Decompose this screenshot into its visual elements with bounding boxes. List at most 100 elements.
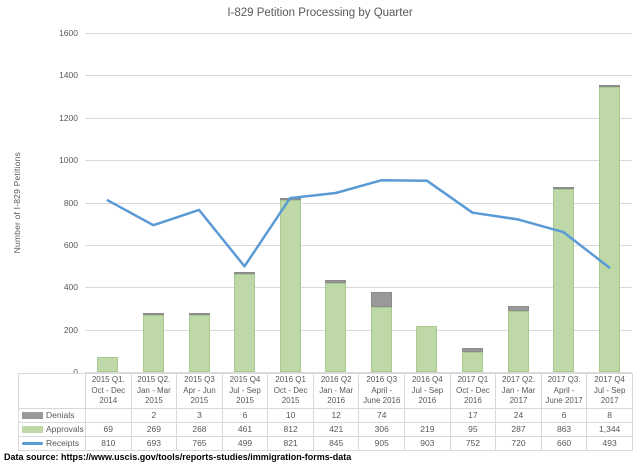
chart-title: I-829 Petition Processing by Quarter (227, 7, 413, 19)
approvals-value-cell: 219 (404, 421, 451, 437)
table-row-approvals: Approvals 69 269 268 461 812 421 306 219 95 287 863… (18, 421, 633, 437)
quarter-header-cell: 2015 Q1. Oct - Dec 2014 (85, 373, 132, 409)
gridline (85, 244, 632, 246)
approvals-bar (142, 315, 164, 372)
receipts-value-cell: 493 (586, 435, 633, 451)
quarter-header-cell: 2015 Q3 Apr - Jun 2015 (176, 373, 223, 409)
receipts-line-layer (106, 179, 611, 269)
gridline (85, 329, 632, 331)
approvals-value-cell: 863 (540, 421, 588, 437)
approvals-value-cell: 269 (130, 421, 178, 437)
denials-bar (325, 280, 347, 283)
approvals-bar (598, 87, 620, 372)
table-row-receipts: Receipts 810 693 765 499 821 845 905 903 752 720 66… (18, 435, 633, 451)
denials-bar (188, 313, 210, 316)
denials-bar (234, 272, 255, 275)
plot-area (85, 33, 632, 373)
denials-value-cell: 10 (267, 407, 314, 423)
series-label: Approvals (46, 424, 84, 434)
legend-cell-receipts: Receipts (18, 435, 86, 451)
denials-value-cell: 74 (358, 407, 406, 423)
quarter-header-cell: 2017 Q3. April - June 2017 (540, 373, 588, 409)
data-table: 2015 Q1. Oct - Dec 2014 2015 Q2. Jan - Ma… (18, 373, 633, 451)
quarter-header-cell: 2017 Q1 Oct - Dec 2016 (449, 373, 497, 409)
denials-value-cell: 24 (495, 407, 542, 423)
approvals-bar (325, 282, 347, 372)
approvals-value-cell: 268 (176, 421, 223, 437)
gridline (85, 160, 632, 162)
gridline (85, 372, 632, 373)
denials-value-cell: 3 (176, 407, 223, 423)
y-axis-tick-label: 600 (63, 239, 78, 250)
receipts-legend-swatch-icon (22, 441, 43, 445)
quarter-header-cell: 2016 Q2 Jan - Mar 2016 (312, 373, 360, 409)
approvals-value-cell: 69 (85, 421, 132, 437)
denials-bar (142, 313, 164, 316)
quarter-header-cell: 2016 Q4 Jul - Sep 2016 (404, 373, 451, 409)
denials-value-cell (85, 407, 132, 423)
gridline (85, 202, 632, 204)
gridline (85, 33, 632, 34)
approvals-legend-swatch-icon (22, 425, 43, 433)
approvals-value-cell: 812 (267, 421, 314, 437)
approvals-bar (279, 199, 301, 372)
denials-value-cell: 12 (312, 407, 360, 423)
y-axis-tick-label: 1600 (59, 28, 78, 38)
approvals-value-cell: 461 (221, 421, 269, 437)
denials-value-cell (404, 407, 451, 423)
quarter-header-cell: 2016 Q1 Oct - Dec 2015 (267, 373, 314, 409)
denials-bar (598, 85, 620, 88)
gridline (85, 75, 632, 77)
denials-value-cell: 2 (130, 407, 178, 423)
denials-bar (462, 348, 483, 352)
quarter-header-cell: 2016 Q3 April - June 2016 (358, 373, 406, 409)
y-axis-tick-label: 1000 (59, 155, 78, 166)
quarter-header-cell: 2015 Q4 Jul - Sep 2015 (221, 373, 269, 409)
approvals-value-cell: 1,344 (586, 421, 633, 437)
y-axis-tick-label: 1200 (59, 112, 78, 123)
quarter-header-cell: 2017 Q2. Jan - Mar 2017 (495, 373, 542, 409)
denials-legend-swatch-icon (22, 411, 43, 419)
denials-value-cell: 6 (540, 407, 588, 423)
approvals-bar (188, 315, 210, 372)
y-axis-tick-label: 800 (63, 197, 78, 208)
receipts-value-cell: 905 (358, 435, 406, 451)
table-row-denials: Denials 2 3 6 10 12 74 17 24 6 8 (18, 407, 633, 423)
denials-value-cell: 6 (221, 407, 269, 423)
receipts-line (106, 179, 611, 269)
receipts-value-cell: 765 (176, 435, 223, 451)
table-corner-cell (18, 373, 86, 409)
approvals-bar (370, 307, 392, 372)
data-source-note: Data source: https://www.uscis.gov/tools… (4, 452, 352, 462)
receipts-value-cell: 499 (221, 435, 269, 451)
y-axis-tick-label: 400 (63, 282, 78, 293)
approvals-value-cell: 287 (495, 421, 542, 437)
series-label: Denials (46, 410, 75, 420)
receipts-value-cell: 660 (540, 435, 588, 451)
approvals-value-cell: 306 (358, 421, 406, 437)
quarter-header-cell: 2017 Q4 Jul - Sep 2017 (586, 373, 633, 409)
legend-cell-denials: Denials (18, 407, 86, 423)
y-axis-tick-label: 0 (73, 367, 78, 377)
y-axis-tick-label: 1400 (59, 70, 78, 81)
approvals-bar (416, 325, 438, 372)
approvals-bar (234, 274, 255, 372)
approvals-bar (507, 311, 529, 372)
gridline (85, 287, 632, 289)
denials-value-cell: 17 (449, 407, 497, 423)
receipts-value-cell: 821 (267, 435, 314, 451)
table-header-row: 2015 Q1. Oct - Dec 2014 2015 Q2. Jan - Ma… (18, 373, 633, 409)
approvals-bar (97, 357, 119, 372)
receipts-value-cell: 810 (85, 435, 132, 451)
gridline (85, 117, 632, 119)
series-label: Receipts (46, 438, 80, 448)
legend-cell-approvals: Approvals (18, 421, 86, 437)
approvals-bar (462, 351, 483, 372)
denials-bar (507, 306, 529, 312)
approvals-value-cell: 95 (449, 421, 497, 437)
receipts-value-cell: 720 (495, 435, 542, 451)
receipts-value-cell: 752 (449, 435, 497, 451)
denials-bar (370, 291, 392, 308)
receipts-value-cell: 693 (130, 435, 178, 451)
